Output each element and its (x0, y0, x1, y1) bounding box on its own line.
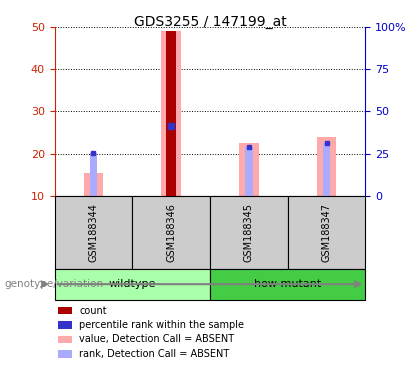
Bar (58, 350, 72, 358)
Bar (58, 336, 72, 343)
FancyBboxPatch shape (210, 269, 365, 300)
FancyBboxPatch shape (55, 196, 132, 269)
Bar (317, 137, 336, 196)
Text: rank, Detection Call = ABSENT: rank, Detection Call = ABSENT (79, 349, 230, 359)
Text: GSM188345: GSM188345 (244, 203, 254, 262)
Bar (84, 173, 103, 196)
Bar (166, 31, 176, 196)
Text: GSM188347: GSM188347 (322, 203, 331, 262)
Text: GDS3255 / 147199_at: GDS3255 / 147199_at (134, 15, 286, 29)
FancyBboxPatch shape (210, 196, 288, 269)
Bar (58, 321, 72, 329)
FancyBboxPatch shape (132, 196, 210, 269)
Bar (323, 143, 331, 196)
Bar (245, 147, 253, 196)
Text: count: count (79, 306, 107, 316)
Text: how mutant: how mutant (254, 279, 321, 289)
Bar (58, 307, 72, 314)
Text: value, Detection Call = ABSENT: value, Detection Call = ABSENT (79, 334, 235, 344)
Bar (161, 31, 181, 196)
Bar (239, 143, 259, 196)
Text: GSM188346: GSM188346 (166, 203, 176, 262)
Bar (167, 126, 175, 196)
FancyBboxPatch shape (55, 269, 210, 300)
Text: genotype/variation: genotype/variation (4, 279, 103, 289)
Text: percentile rank within the sample: percentile rank within the sample (79, 320, 244, 330)
Text: GSM188344: GSM188344 (89, 203, 98, 262)
FancyBboxPatch shape (288, 196, 365, 269)
Text: wildtype: wildtype (109, 279, 156, 289)
Bar (89, 153, 97, 196)
